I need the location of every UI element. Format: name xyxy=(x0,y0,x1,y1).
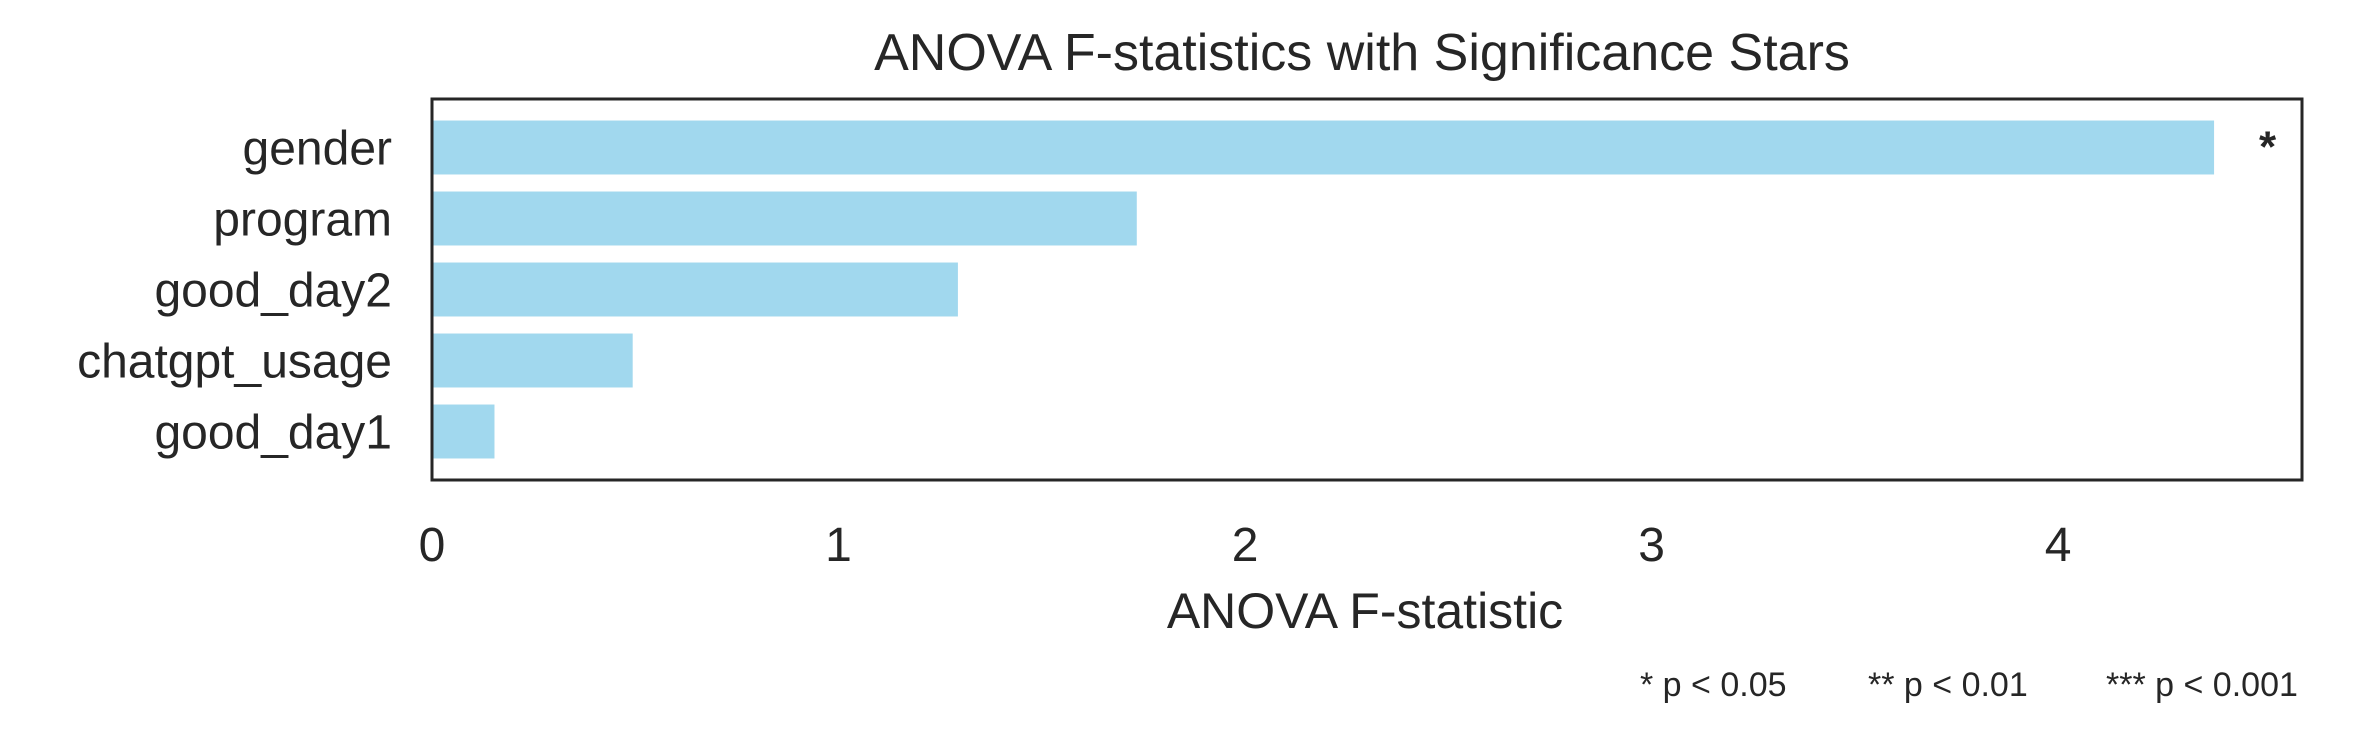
x-tick-label: 3 xyxy=(1638,519,1665,572)
significance-footnote: ** p < 0.01 xyxy=(1868,666,2028,704)
bar-chatgpt-usage xyxy=(433,333,633,388)
significance-footnote: *** p < 0.001 xyxy=(2106,666,2298,704)
bar-gender xyxy=(433,120,2215,175)
chart-title: ANOVA F-statistics with Significance Sta… xyxy=(874,24,1850,82)
x-axis-label: ANOVA F-statistic xyxy=(1167,583,1563,639)
bar-good-day2 xyxy=(433,262,958,317)
significance-stars: * xyxy=(2259,123,2277,172)
y-tick-label: chatgpt_usage xyxy=(77,336,392,389)
bar-good-day1 xyxy=(433,404,495,459)
y-tick-label: good_day2 xyxy=(154,265,392,318)
x-tick-labels: 0 1 2 3 4 xyxy=(419,519,2072,572)
y-tick-label: program xyxy=(213,194,392,247)
x-tick-label: 4 xyxy=(2045,519,2072,572)
bars-layer xyxy=(433,120,2215,459)
significance-footnote: * p < 0.05 xyxy=(1640,666,1787,704)
y-tick-label: good_day1 xyxy=(154,407,392,460)
significance-legend: * p < 0.05 ** p < 0.01 *** p < 0.001 xyxy=(1640,666,2298,704)
x-tick-label: 1 xyxy=(825,519,852,572)
bar-program xyxy=(433,191,1137,246)
x-tick-label: 2 xyxy=(1232,519,1259,572)
y-tick-labels: gender program good_day2 chatgpt_usage good_… xyxy=(77,123,392,460)
x-tick-label: 0 xyxy=(419,519,446,572)
significance-star: * xyxy=(2259,123,2277,172)
y-tick-label: gender xyxy=(243,123,392,176)
plot-frame xyxy=(430,97,2304,482)
